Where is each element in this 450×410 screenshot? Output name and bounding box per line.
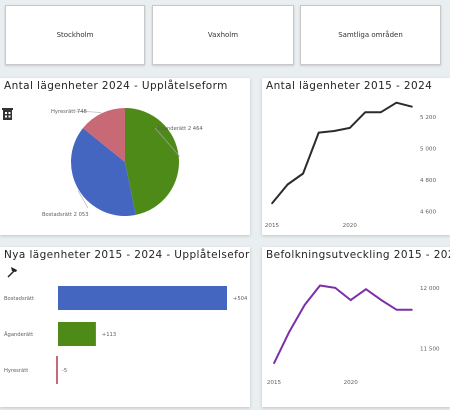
new-apartments-bar-chart: Bostadsrätt +504 Äganderätt +113 Hyresrätt -5	[4, 267, 248, 384]
y-tick-label: 5 200	[420, 115, 436, 121]
data-point	[380, 111, 382, 113]
series-line	[273, 284, 412, 364]
data-point	[411, 309, 413, 311]
data-point	[273, 362, 275, 365]
data-label: -5	[62, 368, 67, 374]
data-point	[395, 101, 398, 104]
population-line-chart: 11 500 12 000 2015 2020	[267, 284, 440, 386]
panel-title: Antal lägenheter 2015 - 2024	[266, 80, 433, 92]
series-line	[271, 101, 413, 205]
data-label: +113	[102, 332, 116, 338]
category-label: Bostadsrätt	[4, 296, 34, 302]
x-tick-label: 2020	[343, 223, 358, 229]
category-label: Hyresrätt	[4, 368, 28, 374]
filter-button-vaxholm[interactable]: Vaxholm	[152, 5, 294, 65]
x-tick-label: 2015	[265, 223, 280, 229]
filter-label: Vaxholm	[207, 31, 239, 39]
y-tick-label: 4 800	[420, 178, 436, 184]
filter-label: Samtliga områden	[338, 31, 403, 39]
data-point	[271, 202, 273, 205]
data-point	[395, 309, 398, 311]
data-point	[334, 287, 337, 289]
y-tick-label: 11 500	[420, 347, 440, 353]
pie-slice	[71, 128, 136, 216]
y-tick-label: 5 000	[420, 146, 436, 152]
filter-button-stockholm[interactable]: Stockholm	[5, 5, 145, 65]
data-point	[333, 130, 335, 132]
x-tick-label: 2015	[267, 380, 282, 386]
data-point	[288, 330, 291, 333]
data-point	[411, 105, 413, 108]
data-label: Äganderätt 2 464	[157, 125, 203, 132]
leader-line	[74, 110, 102, 113]
data-point	[380, 299, 383, 301]
y-tick-label: 4 600	[420, 209, 436, 215]
hammer-icon	[7, 267, 17, 278]
data-label: +504	[233, 296, 248, 302]
panel-title: Nya lägenheter 2015 - 2024 - Upplåtelsef…	[4, 249, 250, 261]
pie-slice	[125, 108, 179, 215]
pie-slice	[82, 108, 125, 162]
bar	[58, 286, 227, 310]
data-point	[349, 127, 351, 129]
tenure-2024-panel: Antal lägenheter 2024 - Upplåtelseform Ä…	[0, 78, 250, 235]
x-tick-label: 2020	[344, 380, 359, 386]
pie-chart: Äganderätt 2 464 Bostadsrätt 2 053 Hyresrä…	[2, 108, 203, 218]
apartments-line-chart: 4 600 4 800 5 000 5 200 2015 2020	[265, 101, 436, 229]
data-point	[303, 304, 306, 306]
leader-line	[154, 127, 180, 157]
population-panel: Befolkningsutveckling 2015 - 2024 11 500…	[262, 247, 450, 407]
new-apartments-panel: Nya lägenheter 2015 - 2024 - Upplåtelsef…	[0, 247, 250, 407]
data-point	[302, 172, 304, 175]
panel-title: Antal lägenheter 2024 - Upplåtelseform	[4, 80, 228, 92]
data-label: Bostadsrätt 2 053	[42, 212, 89, 218]
data-point	[349, 299, 352, 301]
panel-title: Befolkningsutveckling 2015 - 2024	[266, 249, 450, 261]
data-point	[364, 111, 367, 113]
apartments-trend-panel: Antal lägenheter 2015 - 2024 4 600 4 800 5…	[262, 78, 450, 235]
filter-button-all-areas[interactable]: Samtliga områden	[300, 5, 441, 65]
y-tick-label: 12 000	[420, 286, 440, 292]
bar	[58, 322, 96, 346]
data-label: Hyresrätt 748	[51, 109, 87, 115]
data-point	[286, 183, 289, 186]
building-icon	[2, 108, 13, 120]
leader-line	[77, 190, 89, 209]
data-point	[365, 288, 367, 290]
data-point	[319, 284, 321, 287]
filter-label: Stockholm	[56, 31, 94, 39]
category-label: Äganderätt	[4, 331, 33, 338]
data-point	[317, 131, 320, 134]
bar	[56, 356, 58, 384]
